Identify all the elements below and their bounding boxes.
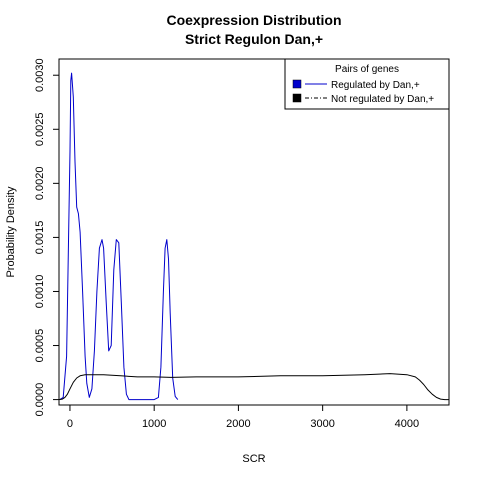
series-lines bbox=[58, 72, 449, 401]
x-tick-label: 1000 bbox=[142, 418, 166, 430]
x-tick-label: 0 bbox=[67, 418, 73, 430]
y-tick-label: 0.0010 bbox=[34, 275, 46, 309]
x-tick-label: 4000 bbox=[395, 418, 419, 430]
chart-title-line1: Coexpression Distribution bbox=[166, 12, 341, 28]
y-tick-label: 0.0000 bbox=[34, 383, 46, 417]
x-tick-label: 2000 bbox=[226, 418, 250, 430]
x-axis: 0 1000 2000 3000 4000 bbox=[67, 405, 419, 430]
legend-label-regulated: Regulated by Dan,+ bbox=[331, 80, 420, 91]
series-line-regulated bbox=[59, 72, 179, 401]
legend-swatch-not-regulated bbox=[292, 93, 302, 103]
y-tick-label: 0.0015 bbox=[34, 221, 46, 255]
x-tick-label: 3000 bbox=[310, 418, 334, 430]
y-axis: 0.0000 0.0005 0.0010 0.0015 0.0020 0.0025 0.00… bbox=[34, 58, 59, 416]
legend-title: Pairs of genes bbox=[335, 64, 399, 75]
legend-swatch-regulated bbox=[292, 79, 302, 89]
series-line-not-regulated bbox=[58, 373, 449, 401]
legend-label-not-regulated: Not regulated by Dan,+ bbox=[331, 94, 434, 105]
y-tick-label: 0.0025 bbox=[34, 112, 46, 146]
legend: Pairs of genes Regulated by Dan,+ Not re… bbox=[284, 58, 450, 110]
x-axis-label: SCR bbox=[242, 453, 265, 465]
plot-frame bbox=[58, 58, 450, 406]
y-tick-label: 0.0020 bbox=[34, 167, 46, 201]
chart-title-line2: Strict Regulon Dan,+ bbox=[185, 31, 323, 47]
y-axis-label: Probability Density bbox=[5, 186, 17, 278]
y-tick-label: 0.0030 bbox=[34, 58, 46, 92]
y-tick-label: 0.0005 bbox=[34, 329, 46, 363]
